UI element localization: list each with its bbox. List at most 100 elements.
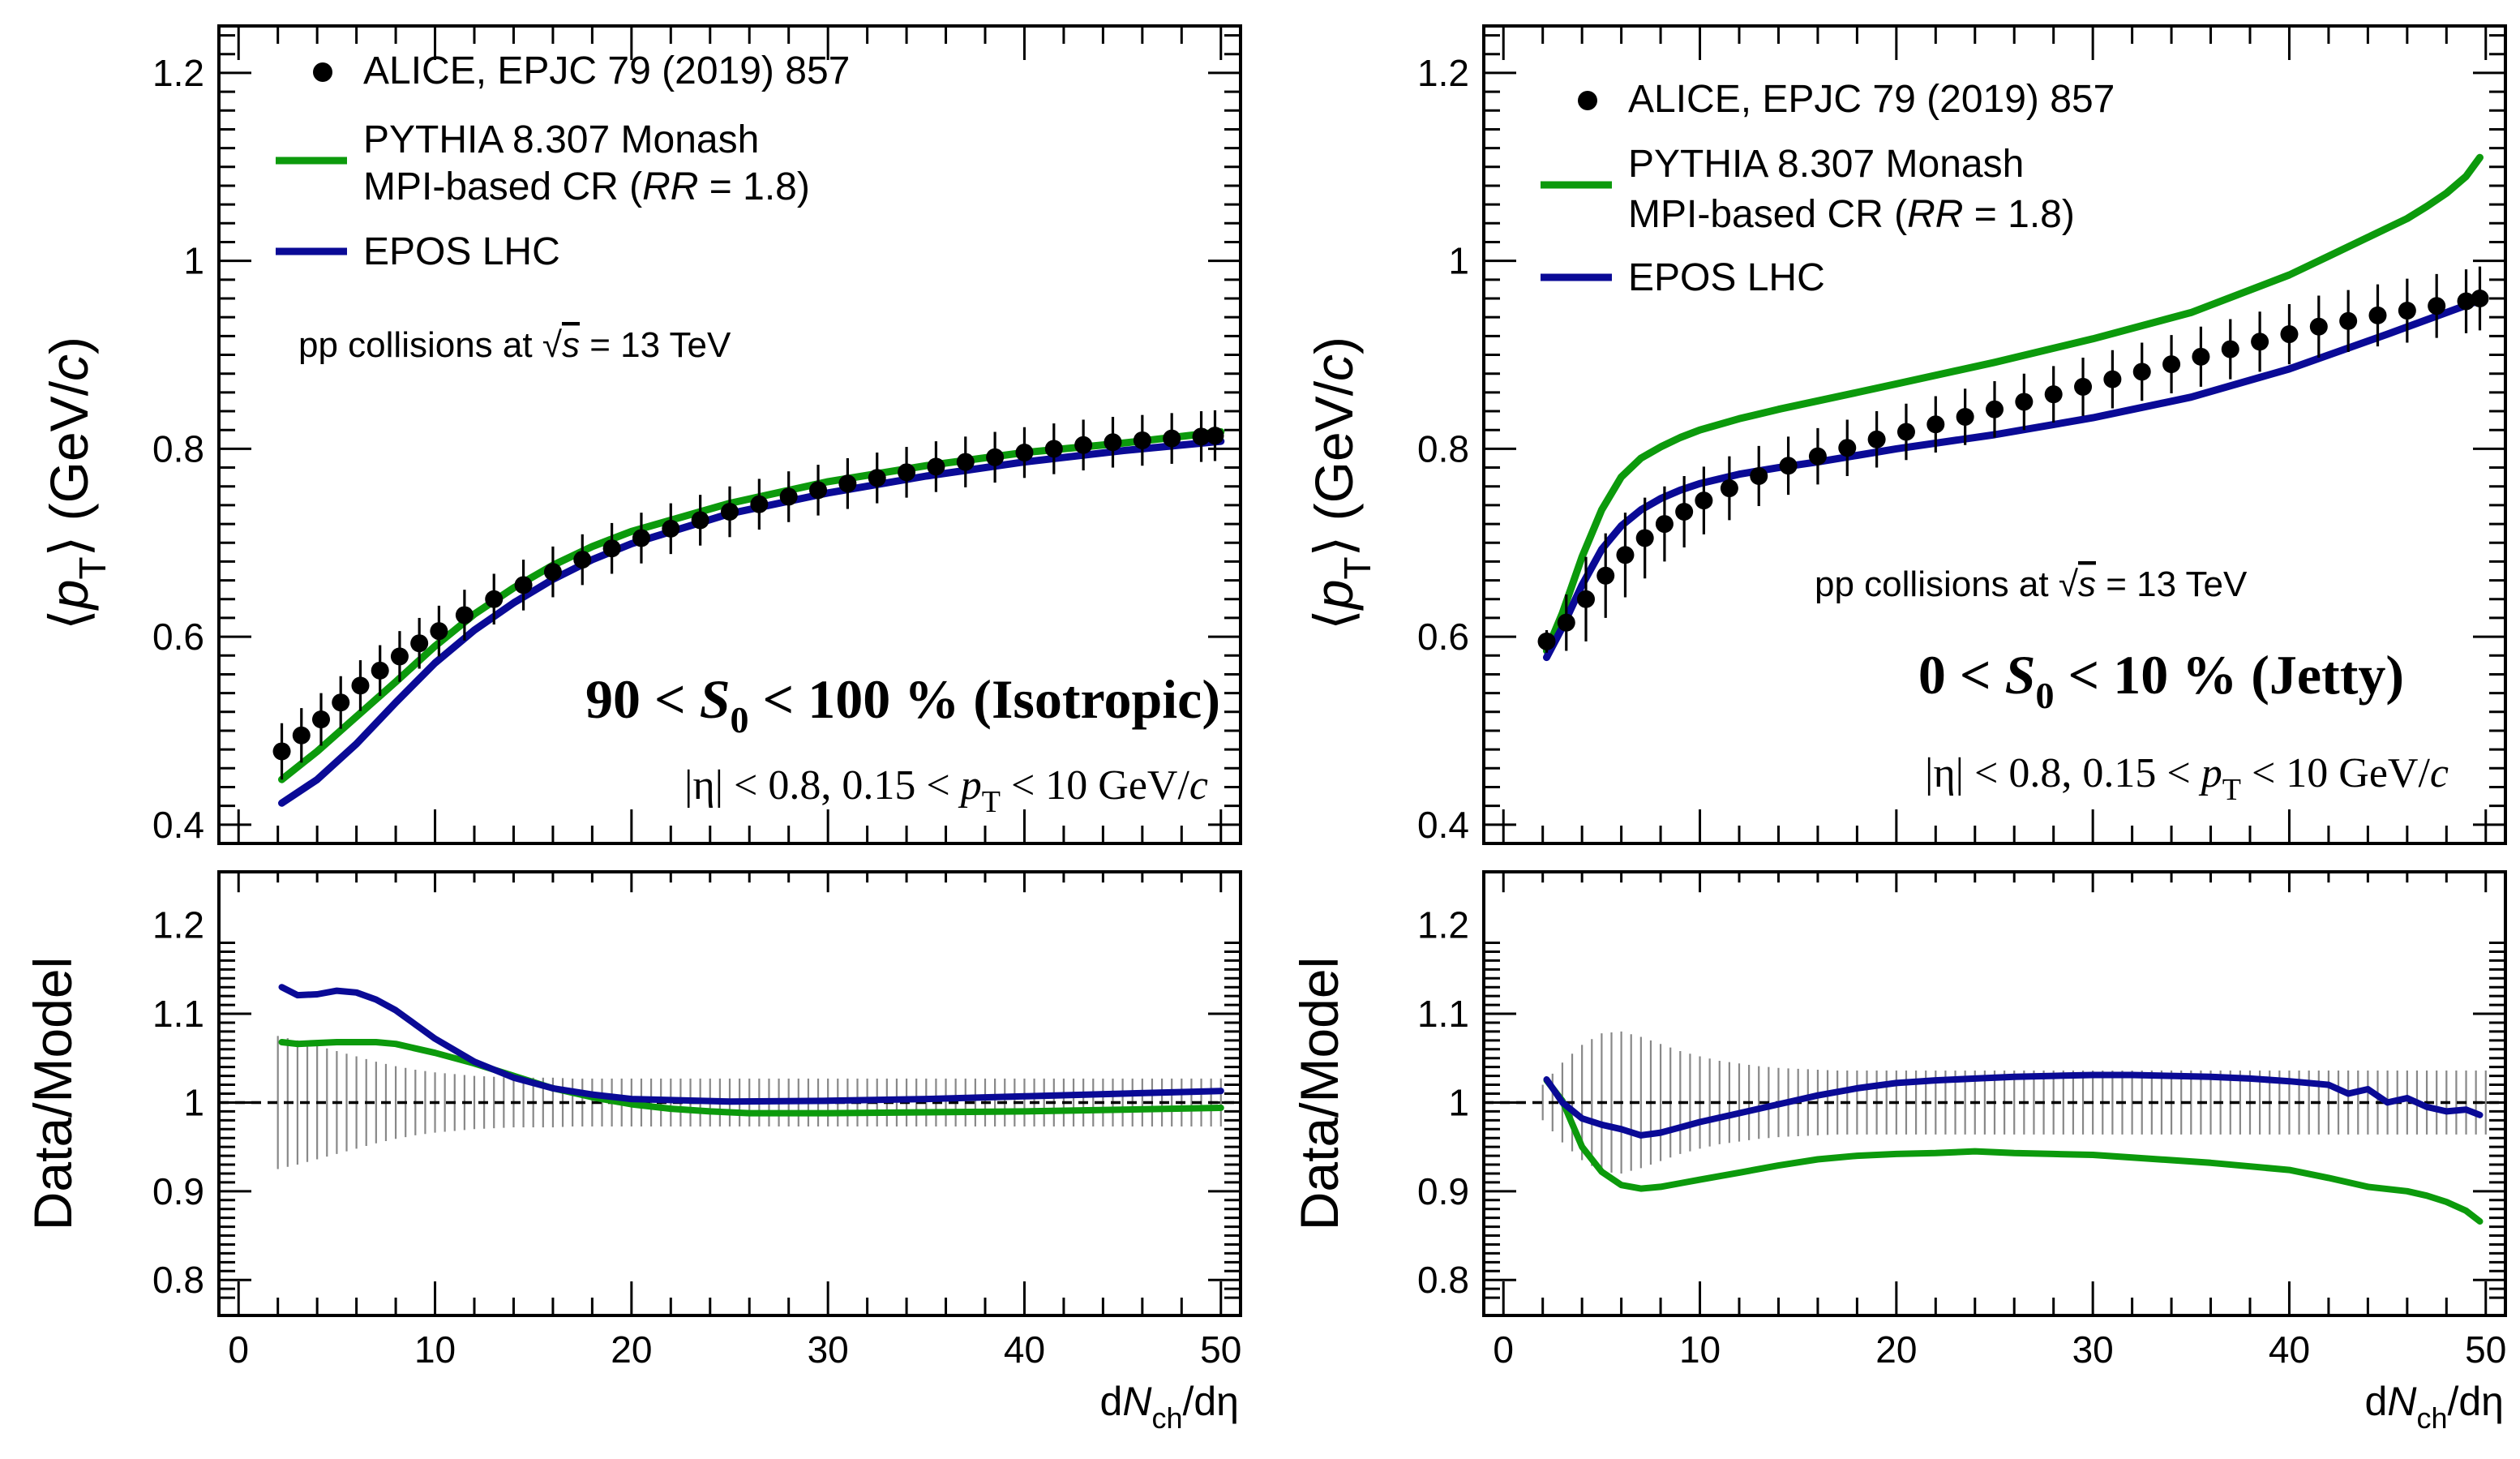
kinematics-text: |η| < 0.8, 0.15 < pT < 10 GeV/c xyxy=(684,762,1208,819)
y-axis-title-unit-c: c xyxy=(1304,354,1364,381)
selection-text-post: < 100 % (Isotropic) xyxy=(749,668,1220,730)
y-axis-title-var: p xyxy=(1304,580,1364,611)
data-point xyxy=(1867,430,1886,448)
kinematics-text-var: p xyxy=(958,762,982,809)
kinematics-text-var: p xyxy=(2198,750,2222,796)
kinematics-text-sub: T xyxy=(2222,773,2241,807)
data-point xyxy=(1779,457,1798,475)
kinematics-text-unit: c xyxy=(1189,762,1208,809)
ratio-curve-epos xyxy=(278,984,1224,1105)
data-point xyxy=(986,448,1005,466)
ratio-y-tick-label: 0.8 xyxy=(152,1259,204,1301)
data-point xyxy=(455,606,474,624)
x-axis-title-d: d xyxy=(1100,1379,1123,1424)
collision-text-pre: pp collisions at xyxy=(1815,564,2059,604)
x-axis-title-N: N xyxy=(2387,1379,2417,1424)
x-axis-title-sub: ch xyxy=(2416,1401,2447,1435)
y-tick-label: 0.6 xyxy=(1417,616,1469,658)
data-point xyxy=(691,511,709,530)
y-axis-title-unit-c: c xyxy=(39,354,99,381)
data-point xyxy=(2251,333,2269,351)
data-point xyxy=(2015,393,2034,411)
data-point xyxy=(2044,385,2063,404)
collision-text-post: = 13 TeV xyxy=(580,325,731,365)
data-point xyxy=(2280,325,2299,344)
legend-label-pythia-line1: PYTHIA 8.307 Monash xyxy=(1628,143,2024,186)
collision-text-post: = 13 TeV xyxy=(2096,564,2248,604)
data-point xyxy=(2398,302,2416,320)
kinematics-text-pre: |η| < 0.8, 0.15 < xyxy=(1925,750,2201,796)
collision-text-s: s xyxy=(562,325,580,365)
data-point xyxy=(1838,439,1857,457)
data-point xyxy=(662,519,680,538)
y-tick-label: 0.8 xyxy=(1417,427,1469,470)
data-point xyxy=(956,453,975,471)
x-axis-title-d: d xyxy=(2365,1379,2388,1424)
selection-text-var: S xyxy=(2005,644,2036,706)
data-point xyxy=(1750,466,1768,485)
kinematics-text-sub: T xyxy=(982,785,1001,819)
x-tick-label: 40 xyxy=(1004,1328,1045,1371)
collision-system-text: pp collisions at √s = 13 TeV xyxy=(298,325,731,365)
x-tick-label: 10 xyxy=(414,1328,456,1371)
ratio-curve-pythia xyxy=(1543,1077,2484,1225)
y-axis-title-bracket: ⟨ xyxy=(1304,609,1364,630)
legend-label-alice: ALICE, EPJC 79 (2019) 857 xyxy=(363,49,850,92)
data-point xyxy=(1206,427,1224,445)
data-point xyxy=(2103,370,2122,388)
collision-system-text: pp collisions at √s = 13 TeV xyxy=(1815,564,2248,604)
main-plot-frame xyxy=(1482,24,2507,845)
data-point xyxy=(1133,431,1151,449)
selection-text-pre: 90 < xyxy=(585,668,700,730)
legend-label-pythia-line2-post: = 1.8) xyxy=(1963,193,2074,236)
data-point xyxy=(1808,447,1827,466)
data-point xyxy=(272,742,291,761)
selection-text-var: S xyxy=(700,668,731,730)
x-axis-title: dNch/dη xyxy=(2365,1379,2504,1435)
x-tick-label: 50 xyxy=(1200,1328,1241,1371)
x-tick-label: 10 xyxy=(1679,1328,1721,1371)
data-point xyxy=(2339,311,2358,330)
x-tick-label: 20 xyxy=(611,1328,652,1371)
ratio-y-tick-label: 1.2 xyxy=(1417,904,1469,946)
data-point xyxy=(1557,613,1575,632)
data-point xyxy=(1192,427,1211,446)
x-axis-title: dNch/dη xyxy=(1100,1379,1239,1435)
data-point xyxy=(898,463,916,482)
data-point xyxy=(2368,306,2387,324)
model-curve-pythia xyxy=(1543,153,2484,654)
data-point xyxy=(632,529,650,547)
main-plot-frame xyxy=(217,24,1242,845)
legend-label-pythia-line2-pre: MPI-based CR ( xyxy=(363,165,642,208)
kinematics-text-pre: |η| < 0.8, 0.15 < xyxy=(684,762,961,809)
data-point xyxy=(573,551,592,569)
legend-label-pythia-line1: PYTHIA 8.307 Monash xyxy=(363,118,759,161)
ratio-y-axis-title: Data/Model xyxy=(1289,957,1349,1231)
data-point xyxy=(1537,632,1556,650)
ratio-y-tick-label: 1.1 xyxy=(1417,993,1469,1035)
data-point xyxy=(779,487,798,506)
y-tick-label: 0.4 xyxy=(1417,804,1469,846)
x-axis-title-N: N xyxy=(1122,1379,1152,1424)
x-tick-label: 50 xyxy=(2465,1328,2506,1371)
data-point xyxy=(2162,355,2181,374)
y-axis-title-close: ) xyxy=(39,337,99,354)
y-axis-title-var: p xyxy=(39,580,99,611)
data-point xyxy=(2457,292,2475,311)
data-point xyxy=(410,634,429,653)
x-tick-label: 30 xyxy=(808,1328,849,1371)
ratio-y-tick-label: 0.8 xyxy=(1417,1259,1469,1301)
kinematics-text-mid: < 10 GeV/ xyxy=(1001,762,1190,809)
y-tick-label: 0.8 xyxy=(152,427,204,470)
data-point xyxy=(1163,429,1181,448)
data-point xyxy=(351,676,370,695)
x-axis-title-deta: /dη xyxy=(2447,1379,2504,1424)
data-point xyxy=(2309,317,2328,336)
data-point xyxy=(750,495,769,513)
legend-label-pythia-line2-post: = 1.8) xyxy=(698,165,809,208)
y-tick-label: 1.2 xyxy=(1417,52,1469,94)
legend-label-pythia-line2-pre: MPI-based CR ( xyxy=(1628,193,1907,236)
legend-marker-alice xyxy=(1578,91,1597,110)
y-axis-title: ⟨pT⟩ (GeV/c) xyxy=(1304,337,1378,630)
data-point xyxy=(721,503,739,521)
